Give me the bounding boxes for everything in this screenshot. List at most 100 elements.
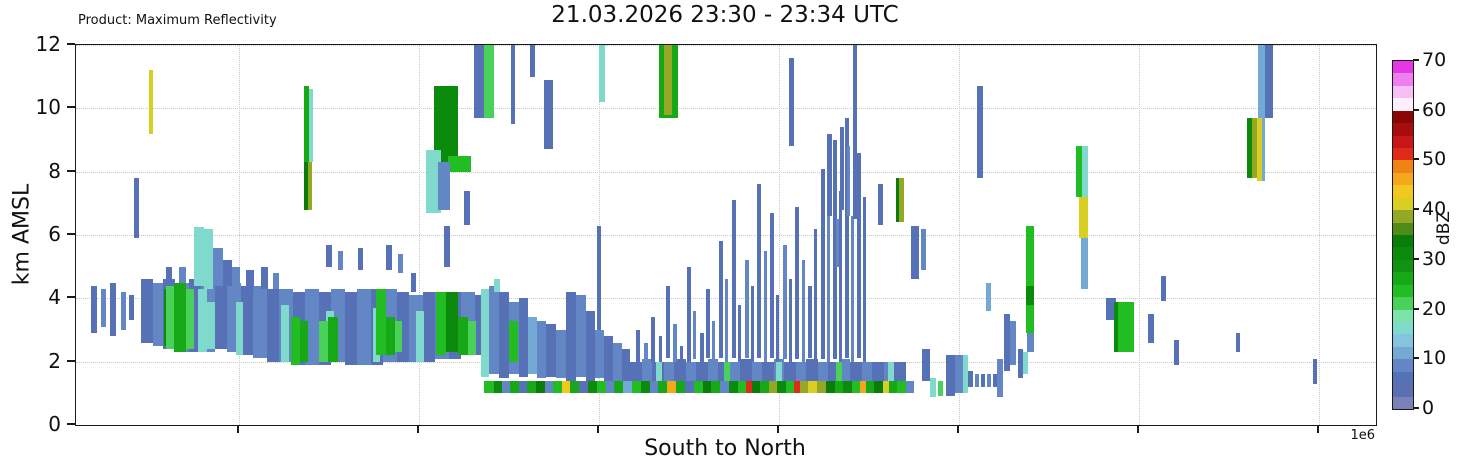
reflectivity-bar bbox=[878, 184, 883, 226]
reflectivity-bar bbox=[474, 45, 484, 118]
reflectivity-bar bbox=[444, 225, 450, 267]
reflectivity-bar bbox=[852, 380, 860, 394]
reflectivity-bar bbox=[1082, 146, 1088, 197]
reflectivity-bar bbox=[129, 295, 134, 321]
reflectivity-bar bbox=[149, 70, 153, 134]
colorbar-tick-label: 50 bbox=[1422, 148, 1447, 171]
reflectivity-bar bbox=[186, 288, 194, 349]
colorbar-tick-mark bbox=[1413, 158, 1419, 161]
reflectivity-bar bbox=[464, 190, 470, 226]
colorbar-segment bbox=[1393, 247, 1413, 261]
reflectivity-bar bbox=[922, 349, 930, 381]
reflectivity-bar bbox=[434, 86, 458, 163]
colorbar-tick-label: 20 bbox=[1422, 297, 1447, 320]
reflectivity-bar bbox=[326, 244, 332, 267]
reflectivity-bar bbox=[446, 292, 458, 353]
colorbar-tick-mark bbox=[1413, 407, 1419, 409]
reflectivity-bar bbox=[1236, 333, 1240, 353]
y-tick-label: 8 bbox=[48, 158, 61, 183]
colorbar-segment bbox=[1393, 322, 1413, 335]
reflectivity-bar bbox=[724, 361, 730, 381]
gridline-vertical bbox=[419, 45, 420, 425]
colorbar-segment bbox=[1393, 172, 1413, 186]
reflectivity-bar bbox=[632, 380, 641, 394]
reflectivity-bar bbox=[1023, 352, 1028, 375]
reflectivity-bar bbox=[530, 45, 535, 77]
reflectivity-bar bbox=[304, 86, 309, 163]
reflectivity-bar bbox=[411, 273, 416, 292]
reflectivity-bar bbox=[840, 127, 844, 210]
reflectivity-bar bbox=[246, 269, 254, 289]
reflectivity-bar bbox=[1258, 45, 1265, 182]
colorbar-segment bbox=[1393, 346, 1413, 360]
reflectivity-bar bbox=[358, 247, 363, 270]
reflectivity-bar bbox=[751, 285, 754, 362]
reflectivity-bar bbox=[509, 320, 518, 362]
gridline-vertical bbox=[959, 45, 960, 425]
colorbar-segment bbox=[1393, 160, 1413, 174]
reflectivity-bar bbox=[597, 380, 606, 394]
reflectivity-bar bbox=[1018, 349, 1023, 378]
reflectivity-bar bbox=[537, 320, 546, 378]
plot-area bbox=[75, 44, 1377, 426]
reflectivity-bar bbox=[687, 266, 691, 362]
gridline-vertical bbox=[1319, 45, 1320, 425]
reflectivity-bar bbox=[630, 361, 642, 384]
reflectivity-bar bbox=[91, 285, 97, 334]
y-tick-mark bbox=[67, 43, 75, 45]
reflectivity-bar bbox=[110, 282, 116, 337]
reflectivity-bar bbox=[623, 380, 632, 394]
reflectivity-bar bbox=[468, 320, 476, 356]
reflectivity-bar bbox=[800, 380, 808, 394]
reflectivity-bar bbox=[975, 374, 979, 387]
reflectivity-bar bbox=[267, 288, 279, 362]
reflectivity-bar bbox=[706, 288, 710, 359]
gridline-horizontal bbox=[76, 45, 1376, 46]
reflectivity-bar bbox=[814, 228, 817, 362]
reflectivity-bar bbox=[658, 380, 667, 394]
reflectivity-bar bbox=[121, 292, 126, 330]
colorbar-segment bbox=[1393, 73, 1413, 87]
reflectivity-bar bbox=[845, 117, 849, 359]
reflectivity-bar bbox=[458, 317, 468, 356]
colorbar-tick-mark bbox=[1413, 208, 1419, 211]
reflectivity-bar bbox=[656, 361, 662, 381]
reflectivity-bar bbox=[1027, 333, 1034, 353]
colorbar-tick-mark bbox=[1413, 307, 1419, 310]
reflectivity-bar bbox=[213, 247, 223, 286]
reflectivity-bar bbox=[597, 225, 601, 330]
reflectivity-bar bbox=[853, 45, 857, 220]
reflectivity-bar bbox=[680, 345, 683, 362]
x-tick-mark bbox=[957, 425, 959, 433]
reflectivity-bar bbox=[808, 285, 812, 359]
reflectivity-bar bbox=[1252, 117, 1257, 178]
reflectivity-bar bbox=[644, 342, 648, 362]
reflectivity-bar bbox=[651, 317, 655, 362]
reflectivity-bar bbox=[899, 178, 904, 223]
reflectivity-bar bbox=[836, 219, 839, 267]
reflectivity-bar bbox=[659, 336, 662, 362]
reflectivity-bar bbox=[977, 86, 983, 178]
colorbar-segment bbox=[1393, 334, 1413, 348]
reflectivity-bar bbox=[955, 355, 963, 394]
reflectivity-bar bbox=[519, 298, 528, 378]
reflectivity-bar bbox=[745, 260, 749, 359]
reflectivity-bar bbox=[700, 333, 704, 362]
reflectivity-bar bbox=[207, 301, 215, 349]
reflectivity-bar bbox=[806, 358, 818, 384]
reflectivity-bar bbox=[769, 380, 777, 394]
colorbar-segment bbox=[1393, 396, 1413, 409]
colorbar-segment bbox=[1393, 110, 1413, 124]
reflectivity-bar bbox=[494, 380, 502, 394]
reflectivity-bar bbox=[510, 380, 519, 394]
gridline-horizontal bbox=[76, 108, 1376, 110]
reflectivity-bar bbox=[1257, 117, 1262, 182]
reflectivity-bar bbox=[889, 380, 897, 394]
y-tick-label: 10 bbox=[35, 95, 61, 120]
x-axis-offset-label: 1e6 bbox=[1350, 428, 1375, 443]
colorbar bbox=[1392, 60, 1414, 410]
colorbar-segment bbox=[1393, 371, 1413, 385]
colorbar-segment bbox=[1393, 297, 1413, 311]
reflectivity-bar bbox=[738, 380, 746, 394]
